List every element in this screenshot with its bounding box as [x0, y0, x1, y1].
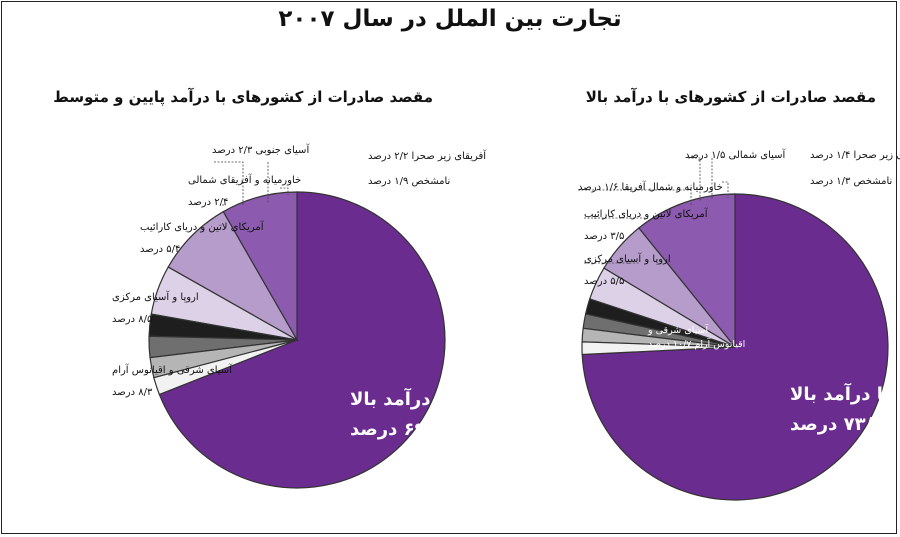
- pie-0-label-6: آفریقای زیر صحرا ۲/۲ درصد: [368, 149, 487, 162]
- chart-title-high-income: مقصد صادرات از کشورهای با درآمد بالا: [585, 88, 876, 106]
- pie-0-label-5: آسیای جنوبی ۲/۳ درصد: [212, 143, 310, 156]
- pie-0-label-1: آسیای شرقی و اقیانوس آرام ۸/۳ درصد: [112, 363, 233, 398]
- pie-0-label-4: خاورمیانه و آفریقای شمالی ۲/۴ درصد: [188, 173, 301, 208]
- pie-0-label-0: کشورهای با درآمد بالا ۶۹ درصد: [350, 387, 543, 440]
- pie-1-label-3: آمریکای لاتین و دریای کارائیب ۳/۵ درصد: [584, 207, 709, 242]
- pie-1-label-2: اروپا و آسیای مرکزی ۵/۵ درصد: [584, 252, 671, 287]
- pie-1-slice-7: [581, 341, 736, 356]
- pie-1-leader-5: [688, 157, 701, 202]
- pie-1-label-6: آفریقای زیر صحرا ۱/۴ درصد: [810, 148, 900, 161]
- main-title: تجارت بین الملل در سال ۲۰۰۷: [278, 6, 622, 32]
- pie-1-label-7: نامشخص ۱/۳ درصد: [810, 176, 892, 187]
- pie-0-leader-7: [280, 187, 289, 195]
- pie-0-slice-7: [153, 339, 298, 396]
- pie-0-label-7: نامشخص ۱/۹ درصد: [368, 176, 450, 187]
- pie-1-label-4: خاورمیانه و شمال آفریقا ۱/۶ درصد: [578, 180, 723, 193]
- pie-1-label-5: آسیای شمالی ۱/۵ درصد: [685, 148, 787, 161]
- pie-1-label-1: آسیای شرقی و اقیانوس آرام ۱۰/۷ درصد: [647, 323, 745, 350]
- pie-0-label-3: آمریکای لاتین و دریای کارائیب ۵/۴ درصد: [140, 220, 265, 255]
- pie-1-slice-1: [637, 193, 736, 349]
- pie-1-leader-4: [578, 189, 692, 205]
- pie-0-label-2: اروپا و آسیای مرکزی ۸/۵ درصد: [112, 290, 199, 325]
- pie-0-slice-0: [158, 191, 446, 489]
- pie-0-leader-5: [214, 161, 244, 206]
- chart-title-low-middle-income: مقصد صادرات از کشورهای با درآمد پایین و …: [53, 88, 433, 106]
- pie-1-leader-7: [722, 181, 729, 198]
